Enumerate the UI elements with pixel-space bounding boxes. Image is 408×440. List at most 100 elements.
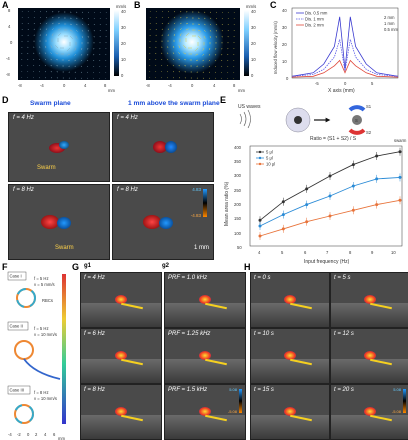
flow-vector [87, 23, 90, 26]
flow-vector [87, 53, 89, 56]
tissue-band [165, 358, 245, 383]
swarm-doppler [283, 294, 296, 304]
s-label: S [355, 118, 358, 123]
flow-vector [81, 11, 84, 13]
x-tick: -2 [17, 432, 21, 437]
tile-label: t = 5 s [334, 275, 351, 281]
flow-vector [33, 71, 35, 73]
panel-c-plot-area [291, 16, 399, 78]
y-tick: 0 [10, 40, 13, 45]
swarm-doppler [363, 406, 376, 416]
swarm-doppler [363, 294, 376, 304]
flow-vector [161, 58, 163, 61]
flow-vector [155, 77, 157, 79]
panel-letter-f: F [2, 262, 8, 272]
flow-vector [75, 23, 78, 26]
doppler-red [143, 215, 161, 229]
panel-b-cbar-unit: mm/s [246, 4, 256, 9]
y-tick: 4 [8, 24, 11, 29]
flow-vector [69, 23, 73, 25]
data-point [328, 174, 332, 178]
case-velocity: v = 5 mm/s [34, 282, 55, 287]
panel-e-plot-area [258, 147, 402, 240]
case-i: Case I f = 5 Hz v = 5 mm/s RBCs [7, 271, 55, 308]
swarm-plane-title: Swarm plane [30, 100, 71, 107]
data-point [305, 220, 309, 224]
g-tile: f = 6 Hz [80, 328, 162, 384]
x-unit: mm [58, 436, 65, 440]
x-unit: mm [108, 88, 115, 92]
rbcs-label: RBCs [42, 298, 53, 303]
doppler-red [153, 141, 167, 153]
flow-vector [185, 32, 190, 37]
flow-vector [81, 23, 84, 26]
x-axis-label: X axis (mm) [328, 88, 355, 94]
g-tile: f = 4 Hz [80, 272, 162, 328]
swarm-doppler [283, 406, 296, 416]
us-waves-icon [239, 109, 251, 129]
flow-vector [86, 59, 89, 62]
flow-vector [209, 23, 212, 26]
panel-b-colorbar [244, 10, 249, 76]
data-point [258, 234, 262, 238]
flow-vector [208, 59, 211, 62]
flow-vector [161, 65, 163, 67]
x-tick: 4 [44, 432, 47, 437]
scale-bar-label: 1 mm [194, 245, 209, 251]
h-tile: t = 5 s [330, 272, 408, 328]
y-tick: 100 [234, 231, 242, 236]
flow-vector [44, 52, 47, 55]
flow-vector [69, 35, 74, 40]
tile-label: f = 6 Hz [84, 331, 105, 337]
data-point [375, 154, 379, 158]
case-velocity: v = 10 mm/s [34, 332, 57, 337]
flow-vector [203, 35, 206, 39]
flow-vector [227, 17, 229, 19]
flow-vector [39, 22, 41, 25]
flow-vector [93, 77, 95, 79]
flow-vector [39, 28, 41, 31]
tissue-band [331, 302, 408, 327]
flow-vector [179, 28, 182, 31]
s1-region [348, 105, 366, 112]
flow-vector [161, 11, 163, 13]
flow-vector [87, 77, 89, 79]
us-waves-label: US waves [238, 104, 261, 110]
flow-vector [57, 28, 61, 31]
flow-vector [51, 28, 54, 31]
flow-vector [202, 47, 205, 51]
flow-vector [33, 65, 35, 67]
panel-b-vortex [160, 10, 224, 74]
x-tick: 5 [281, 250, 284, 255]
flow-vector [27, 77, 29, 79]
flow-vector [81, 29, 84, 32]
y-tick: 0 [286, 76, 289, 81]
flow-vector [215, 17, 218, 20]
flow-vector [209, 35, 211, 39]
ratio-formula: Ratio = (S1 + S2) / S [310, 136, 357, 142]
flow-vector [161, 77, 163, 79]
data-point [328, 194, 332, 198]
g-tile: f = 8 Hz [80, 384, 162, 440]
flow-vector [38, 64, 41, 67]
flow-vector [27, 17, 29, 19]
series-line-3 [291, 59, 399, 78]
cbar-tick: 10 [121, 57, 126, 62]
flow-vector [87, 29, 89, 32]
doppler-blue [159, 217, 173, 229]
flow-vector [215, 23, 218, 26]
g-tile: PRF = 1.0 kHz [164, 272, 246, 328]
flow-vector [81, 35, 83, 39]
swarm-doppler-blue [59, 141, 69, 149]
x-tick: 4 [258, 250, 261, 255]
flow-vector [93, 11, 95, 13]
flow-vector [93, 17, 95, 19]
flow-vector [45, 28, 48, 31]
tile-label: t = 0 s [254, 275, 271, 281]
freq-label: f = 4 Hz [13, 115, 34, 121]
flow-vector [182, 44, 187, 49]
flow-vector [80, 65, 83, 67]
flow-vector [214, 65, 217, 68]
y-tick: 30 [282, 25, 287, 30]
x-tick: 0 [63, 83, 66, 88]
